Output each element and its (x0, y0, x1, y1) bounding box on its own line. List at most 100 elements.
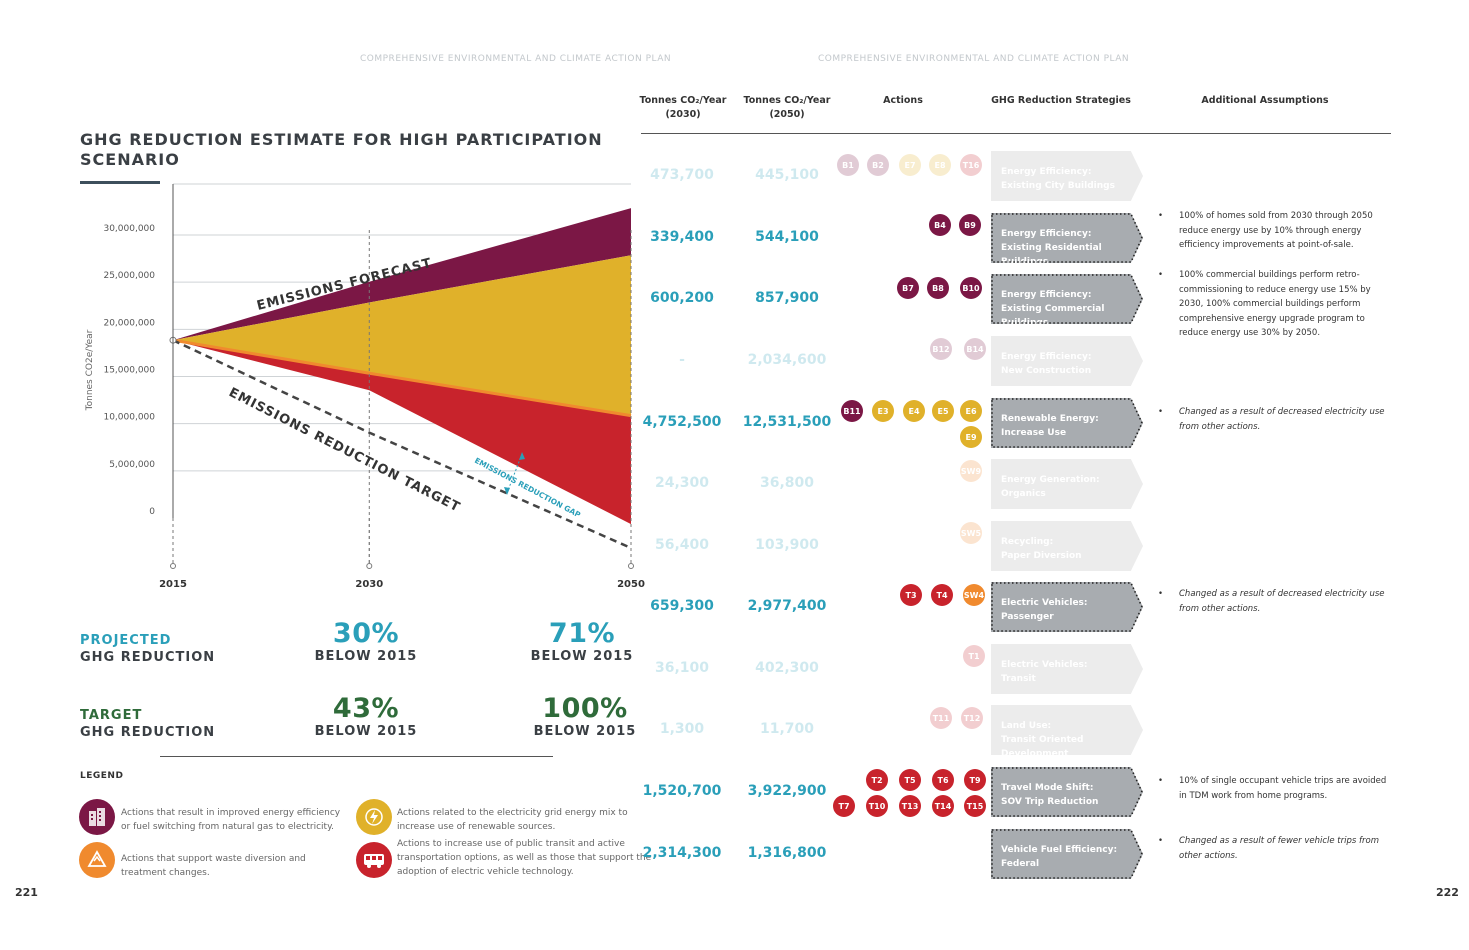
action-badge-t13: T13 (899, 795, 921, 817)
header-tonnes-2030-line2: (2030) (665, 109, 701, 120)
action-badge-sw5: SW5 (960, 522, 982, 544)
strategy-line1: Energy Efficiency: (1001, 167, 1092, 177)
value-2030: 659,300 (650, 598, 714, 614)
projected-2030-sub: BELOW 2015 (314, 649, 418, 664)
header-actions: Actions (883, 95, 923, 106)
y-tick-label: 0 (149, 507, 155, 517)
action-badge-e5: E5 (932, 400, 954, 422)
strategy-line1: Energy Generation: (1001, 475, 1100, 485)
page-number-right: 222 (1436, 886, 1459, 899)
strategy-line2: Existing Residential Buildings (1001, 243, 1102, 267)
x-tick-label: 2050 (617, 579, 645, 590)
value-2050: 3,922,900 (747, 783, 827, 799)
bullet-icon: • (1158, 270, 1164, 280)
action-badge-e9: E9 (960, 426, 982, 448)
chart-areas (169, 208, 632, 550)
assumption-text: Changed as a result of decreased electri… (1179, 589, 1385, 614)
strategy-line2: SOV Trip Reduction (1001, 797, 1099, 807)
strategy-box: Energy Generation: Organics (991, 459, 1143, 509)
strategy-box: Electric Vehicles: Transit (991, 644, 1143, 694)
reduction-band (173, 340, 631, 525)
legend-title: LEGEND (80, 771, 124, 781)
assumption-note: • Changed as a result of decreased electr… (1158, 587, 1388, 616)
value-2030: 600,200 (650, 290, 714, 306)
assumption-text: Changed as a result of decreased electri… (1179, 407, 1385, 432)
chart-title: GHG REDUCTION ESTIMATE FOR HIGH PARTICIP… (80, 130, 603, 169)
value-2030: 339,400 (650, 229, 714, 245)
value-2050: 12,531,500 (742, 414, 832, 430)
strategy-line2: Passenger (1001, 612, 1054, 622)
x-tick-dot (366, 563, 373, 569)
bullet-icon: • (1158, 776, 1164, 786)
legend-text-waste: Actions that support waste diversion and… (121, 854, 306, 878)
strategy-box: Electric Vehicles: Passenger (991, 582, 1143, 632)
strategy-box: Renewable Energy: Increase Use (991, 398, 1143, 448)
action-badge-b9: B9 (959, 214, 981, 236)
action-badge-b2: B2 (867, 154, 889, 176)
action-badge-b4: B4 (929, 214, 951, 236)
target-label-text: TARGET (80, 708, 143, 723)
header-strategies: GHG Reduction Strategies (991, 95, 1131, 106)
strategy-line1: Travel Mode Shift: (1001, 783, 1094, 793)
legend-text-transport: Actions to increase use of public transi… (397, 839, 652, 877)
target-2050-sub: BELOW 2015 (533, 724, 637, 739)
action-badge-b10: B10 (960, 277, 982, 299)
value-2050: 2,977,400 (747, 598, 827, 614)
target-line (172, 339, 632, 550)
action-badge-t12: T12 (961, 707, 983, 729)
strategy-box: Energy Efficiency: Existing City Building… (991, 151, 1143, 201)
action-badge-t11: T11 (930, 707, 952, 729)
strategy-line1: Land Use: (1001, 721, 1052, 731)
value-2030: 4,752,500 (642, 414, 722, 430)
bullet-icon: • (1158, 836, 1164, 846)
y-tick-label: 25,000,000 (103, 271, 155, 281)
target-2030-percent: 43% (332, 693, 400, 724)
target-2030-sub: BELOW 2015 (314, 724, 418, 739)
action-badge-b1: B1 (837, 154, 859, 176)
action-badge-sw9: SW9 (960, 460, 982, 482)
action-badge-t15: T15 (964, 795, 986, 817)
bullet-icon: • (1158, 407, 1164, 417)
assumption-note: • 100% of homes sold from 2030 through 20… (1158, 209, 1388, 253)
action-badge-t9: T9 (964, 769, 986, 791)
x-tick-dot (170, 563, 176, 569)
bullet-icon: • (1158, 211, 1164, 221)
y-tick-label: 5,000,000 (109, 460, 155, 470)
strategy-box: Travel Mode Shift: SOV Trip Reduction (991, 767, 1143, 817)
strategy-line1: Renewable Energy: (1001, 414, 1099, 424)
assumption-note: • Changed as a result of fewer vehicle tr… (1158, 834, 1388, 863)
strategy-line1: Vehicle Fuel Efficiency: (1001, 845, 1118, 855)
building-icon (79, 799, 115, 835)
action-badge-b7: B7 (897, 277, 919, 299)
x-tick-label: 2030 (355, 579, 383, 590)
action-badge-t6: T6 (932, 769, 954, 791)
action-badge-e7: E7 (899, 154, 921, 176)
x-tick-label: 2015 (159, 579, 187, 590)
value-2030: 2,314,300 (642, 845, 722, 861)
assumption-note: • Changed as a result of decreased electr… (1158, 405, 1388, 434)
value-2050: 11,700 (759, 721, 815, 737)
action-badge-b8: B8 (927, 277, 949, 299)
header-assumptions: Additional Assumptions (1201, 95, 1329, 106)
projected-label-top: PROJECTED (80, 632, 171, 649)
strategy-line1: Energy Efficiency: (1001, 352, 1092, 362)
lightning-icon (356, 799, 392, 835)
strategy-line2: Organics (1001, 489, 1046, 499)
action-badge-b14: B14 (964, 338, 986, 360)
value-2050: 544,100 (755, 229, 819, 245)
strategy-line1: Electric Vehicles: (1001, 660, 1088, 670)
strategy-line2: Existing Commercial Buildings (1001, 304, 1105, 328)
y-tick-label: 20,000,000 (103, 318, 155, 328)
projected-2050-sub: BELOW 2015 (530, 649, 634, 664)
strategy-box: Recycling: Paper Diversion (991, 521, 1143, 571)
recycle-icon (79, 842, 115, 878)
value-2030: 56,400 (654, 537, 710, 553)
value-2050: 1,316,800 (747, 845, 827, 861)
value-2050: 103,900 (755, 537, 819, 553)
action-badge-b11: B11 (841, 400, 863, 422)
value-2030: 473,700 (650, 167, 714, 183)
strategy-line2: Paper Diversion (1001, 551, 1082, 561)
value-2030: 1,300 (659, 721, 705, 737)
header-tonnes-2030-line1: Tonnes CO₂/Year (639, 95, 727, 106)
stats-rule (160, 756, 553, 757)
